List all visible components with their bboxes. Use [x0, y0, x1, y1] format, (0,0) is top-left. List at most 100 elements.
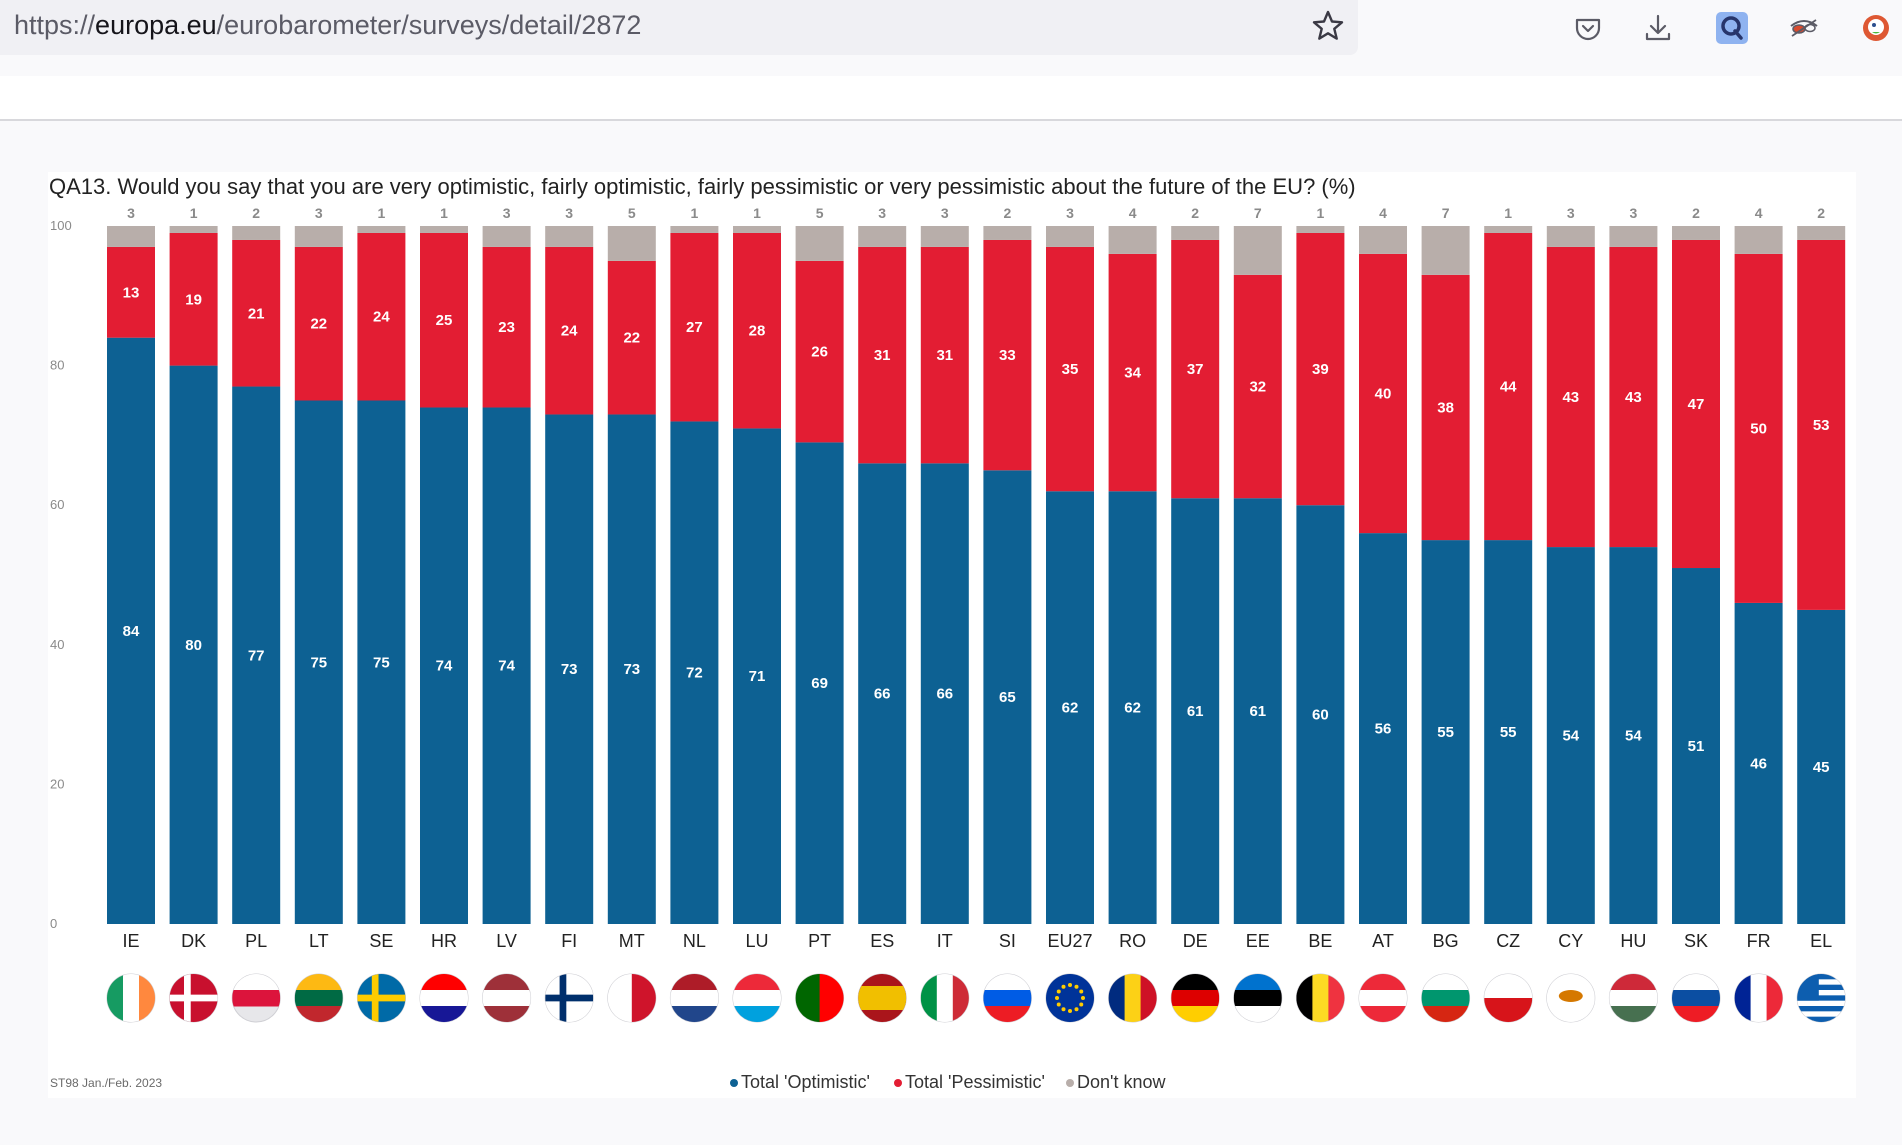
bar-pessimistic: [1108, 253, 1157, 492]
data-label-optimistic: 56: [1375, 721, 1392, 738]
bar-dont-know: [1484, 226, 1533, 233]
bar-dont-know: [357, 226, 406, 233]
data-label-pessimistic: 28: [749, 323, 766, 340]
bookmark-star-icon[interactable]: [1308, 6, 1348, 46]
data-label-optimistic: 73: [623, 661, 640, 678]
bar-pessimistic: [1233, 274, 1282, 499]
url-text[interactable]: https://europa.eu/eurobarometer/surveys/…: [14, 10, 641, 41]
bar-pessimistic: [232, 239, 281, 387]
data-label-dont-know: 3: [127, 205, 135, 221]
data-label-dont-know: 1: [190, 205, 198, 221]
address-bar[interactable]: https://europa.eu/eurobarometer/surveys/…: [0, 0, 1358, 55]
bar-optimistic: [232, 386, 281, 924]
y-axis: 0 20 40 60 80 100: [50, 218, 72, 931]
pocket-icon[interactable]: [1568, 8, 1608, 48]
downloads-icon[interactable]: [1638, 8, 1678, 48]
data-label-pessimistic: 33: [999, 347, 1016, 364]
chart-figure: QA13. Would you say that you are very op…: [48, 172, 1856, 1098]
x-tick-label: EE: [1246, 931, 1270, 951]
x-tick-label: LU: [745, 931, 768, 951]
flag-icon: [857, 973, 907, 1023]
flag-icon: [544, 973, 594, 1023]
bar-pessimistic: [1046, 246, 1094, 492]
flag-icon: [1608, 973, 1658, 1023]
data-label-pessimistic: 43: [1625, 389, 1642, 406]
data-label-dont-know: 3: [565, 205, 573, 221]
bar-dont-know: [795, 226, 844, 261]
chart-title: QA13. Would you say that you are very op…: [49, 174, 1356, 199]
data-label-pessimistic: 34: [1124, 365, 1141, 382]
x-tick-label: EL: [1810, 931, 1832, 951]
bar-pessimistic: [482, 246, 531, 408]
flag-icon: [1045, 973, 1095, 1023]
flag-icon: [982, 973, 1032, 1023]
bar-dont-know: [1734, 226, 1783, 254]
url-scheme: https://: [14, 10, 96, 40]
data-label-optimistic: 74: [436, 658, 453, 675]
flag-icon: [1796, 973, 1846, 1023]
page-top-strip: [0, 76, 1902, 121]
data-label-pessimistic: 40: [1375, 386, 1392, 403]
bar-dont-know: [1546, 226, 1595, 247]
data-label-dont-know: 7: [1254, 205, 1262, 221]
bar-dont-know: [1046, 226, 1094, 247]
x-tick-label: BE: [1308, 931, 1332, 951]
bar-dont-know: [420, 226, 468, 233]
x-tick-label: ES: [870, 931, 894, 951]
data-label-pessimistic: 13: [123, 284, 140, 301]
x-tick-label: NL: [683, 931, 706, 951]
bar-dont-know: [232, 226, 281, 240]
x-tick-label: FI: [561, 931, 577, 951]
data-label-dont-know: 4: [1379, 205, 1387, 221]
flag-icon: [1671, 973, 1721, 1023]
bar-dont-know: [1171, 226, 1220, 240]
bar-dont-know: [858, 226, 907, 247]
data-label-dont-know: 1: [1317, 205, 1325, 221]
duckduckgo-icon[interactable]: [1856, 8, 1896, 48]
x-tick-label: IE: [122, 931, 139, 951]
data-label-pessimistic: 24: [561, 323, 578, 340]
x-axis-labels: IE DK PL LT SE HR LV FI MT NL LU PT ES IT SI EU27 RO DE EE…: [122, 931, 1832, 951]
legend-label-optimistic: Total 'Optimistic': [741, 1072, 870, 1092]
bar-dont-know: [294, 226, 343, 247]
x-tick-label: LT: [309, 931, 329, 951]
x-tick-label: HR: [431, 931, 457, 951]
bar-optimistic: [1233, 498, 1282, 924]
source-note: ST98 Jan./Feb. 2023: [50, 1076, 162, 1090]
x-tick-label: EU27: [1047, 931, 1092, 951]
extension-q-icon[interactable]: [1712, 8, 1752, 48]
bar-pessimistic: [1421, 274, 1470, 541]
data-label-dont-know: 3: [503, 205, 511, 221]
data-label-optimistic: 75: [373, 654, 390, 671]
flag-icon: [294, 973, 344, 1023]
x-tick-label: PT: [808, 931, 831, 951]
data-label-pessimistic: 22: [623, 330, 640, 347]
bar-optimistic: [1296, 505, 1345, 924]
bar-optimistic: [920, 463, 969, 924]
flag-icon: [1295, 973, 1345, 1023]
data-label-dont-know: 1: [691, 205, 699, 221]
data-label-pessimistic: 35: [1062, 361, 1079, 378]
browser-toolbar: https://europa.eu/eurobarometer/surveys/…: [0, 0, 1902, 76]
x-tick-label: CY: [1558, 931, 1583, 951]
data-label-dont-know: 2: [1817, 205, 1825, 221]
bar-pessimistic: [1484, 232, 1533, 541]
legend-label-dont-know: Don't know: [1077, 1072, 1166, 1092]
bar-optimistic: [294, 400, 343, 924]
bar-dont-know: [1797, 226, 1846, 240]
extension-glasses-icon[interactable]: [1784, 8, 1824, 48]
data-label-optimistic: 51: [1688, 738, 1705, 755]
data-label-dont-know: 2: [1692, 205, 1700, 221]
data-label-optimistic: 46: [1750, 755, 1767, 772]
flag-icon: [482, 973, 532, 1023]
data-label-optimistic: 45: [1813, 759, 1830, 776]
legend-label-pessimistic: Total 'Pessimistic': [905, 1072, 1045, 1092]
bar-dont-know: [733, 226, 781, 233]
data-label-pessimistic: 25: [436, 312, 453, 329]
flag-icon: [356, 973, 406, 1023]
bar-pessimistic: [1609, 246, 1658, 548]
bar-optimistic: [670, 421, 719, 924]
bar-pessimistic: [607, 260, 656, 415]
data-label-pessimistic: 31: [936, 347, 953, 364]
bar-dont-know: [1609, 226, 1658, 247]
